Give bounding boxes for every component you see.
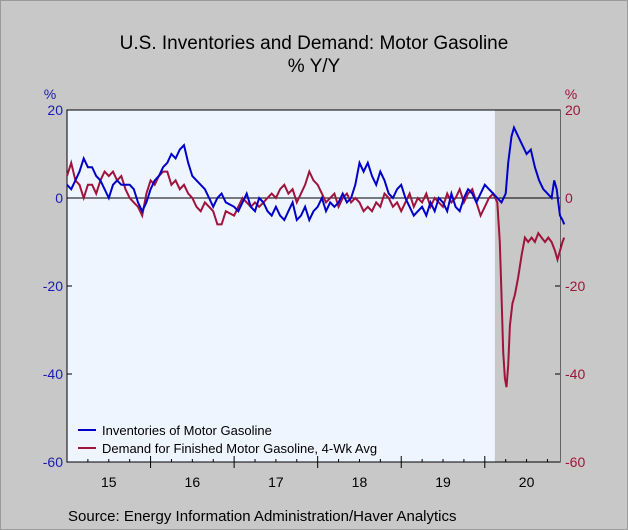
chart-subtitle: % Y/Y: [287, 56, 341, 77]
right-tick-label: -40: [565, 366, 585, 382]
x-tick-label: 16: [185, 474, 201, 490]
left-axis-unit: %: [44, 86, 56, 102]
x-tick-label: 18: [352, 474, 368, 490]
left-tick-label: -20: [43, 278, 63, 294]
legend-label-demand: Demand for Finished Motor Gasoline, 4-Wk…: [102, 441, 377, 456]
series-line-demand: [66, 159, 566, 388]
right-tick-label: -20: [565, 278, 585, 294]
x-tick-label: 17: [268, 474, 284, 490]
legend-label-inventories: Inventories of Motor Gasoline: [102, 423, 272, 438]
plot-area: [66, 109, 561, 463]
right-tick-label: 0: [565, 190, 573, 206]
right-axis-unit: %: [565, 86, 577, 102]
x-tick-label: 15: [101, 474, 117, 490]
left-tick-label: 0: [55, 190, 63, 206]
series-line-inventories: [66, 124, 566, 225]
x-tick-label: 19: [435, 474, 451, 490]
left-tick-label: 20: [47, 102, 63, 118]
source-note: Source: Energy Information Administratio…: [68, 508, 457, 525]
right-tick-label: -60: [565, 454, 585, 470]
left-tick-label: -60: [43, 454, 63, 470]
x-tick-label: 20: [519, 474, 535, 490]
chart-title: U.S. Inventories and Demand: Motor Gasol…: [119, 33, 509, 54]
legend: Inventories of Motor Gasoline Demand for…: [78, 423, 377, 456]
left-tick-label: -40: [43, 366, 63, 382]
right-tick-label: 20: [565, 102, 581, 118]
recession-shade: [494, 110, 560, 462]
